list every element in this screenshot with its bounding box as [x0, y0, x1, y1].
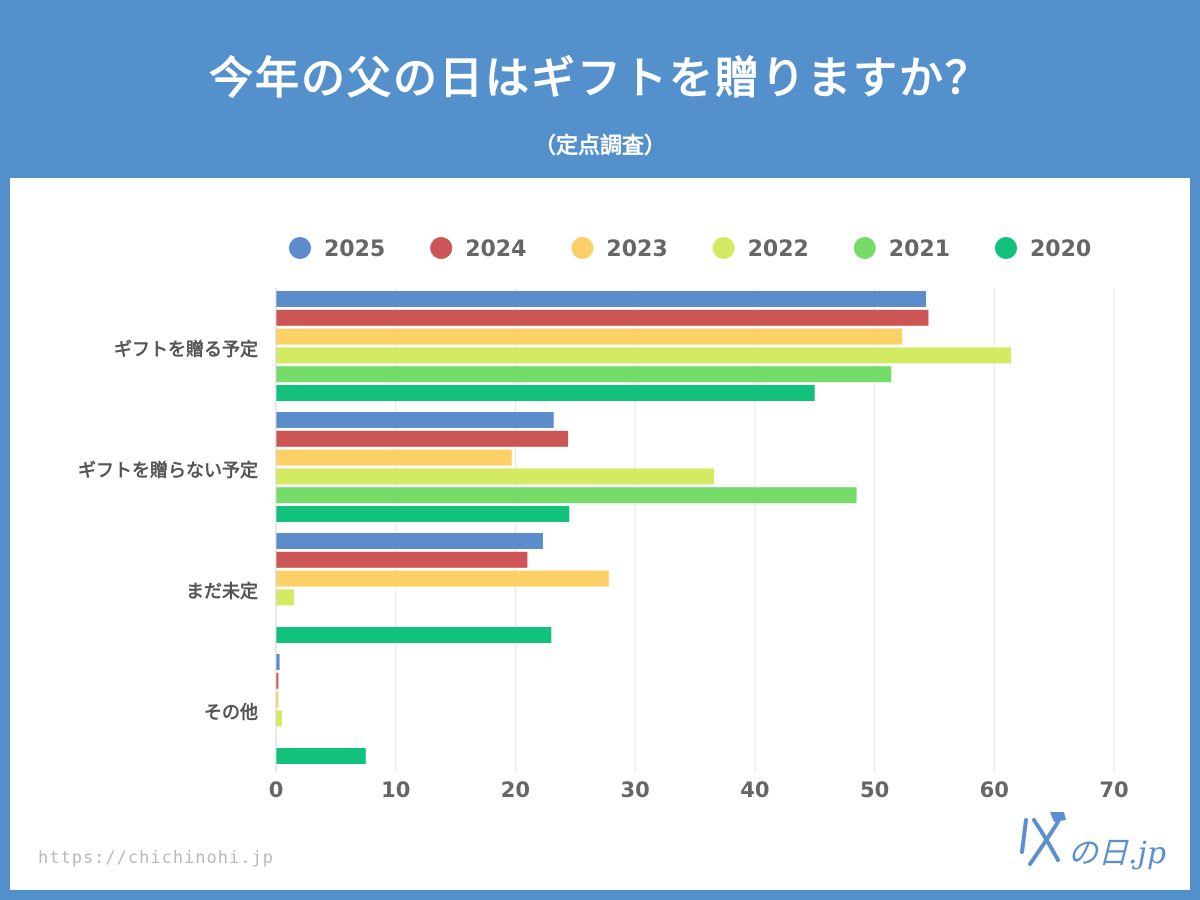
bar [276, 468, 715, 485]
bar [276, 412, 554, 428]
x-tick-label: 30 [621, 778, 650, 802]
x-tick-label: 40 [740, 778, 769, 802]
x-tick-label: 60 [980, 778, 1009, 802]
bar [276, 627, 552, 643]
legend-marker [712, 237, 735, 259]
legend-marker [571, 237, 594, 259]
bar [276, 672, 279, 689]
bar [276, 748, 366, 764]
bar [276, 710, 282, 727]
logo-text: の日.jp [1068, 836, 1167, 871]
category-label: その他 [204, 702, 258, 724]
x-tick-label: 50 [860, 778, 889, 802]
legend-marker [995, 237, 1017, 259]
bar [276, 449, 512, 466]
header: 今年の父の日はギフトを贈りますか？ （定点調査） [0, 0, 1200, 178]
bar [276, 570, 609, 587]
legend-marker [853, 237, 876, 259]
page-title: 今年の父の日はギフトを贈りますか？ [209, 53, 991, 104]
bar [276, 533, 543, 549]
bar [276, 430, 569, 447]
bar [276, 366, 892, 383]
legend-label: 2020 [1030, 237, 1091, 262]
legend-label: 2022 [748, 237, 809, 262]
x-tick-label: 70 [1099, 778, 1128, 802]
legend-label: 2021 [889, 237, 950, 262]
legend-label: 2023 [606, 237, 667, 262]
bar [276, 291, 927, 307]
x-tick-label: 10 [381, 778, 410, 802]
x-tick-label: 20 [501, 778, 530, 802]
legend-label: 2025 [324, 237, 385, 262]
page-subtitle: （定点調査） [533, 134, 666, 159]
bar [276, 487, 857, 504]
chart-panel: ギフトを贈る予定ギフトを贈らない予定まだ未定その他 0 10 20 30 40 50 60 70… [10, 178, 1190, 890]
bar [276, 385, 815, 401]
legend-label: 2024 [465, 237, 526, 262]
bar [276, 506, 570, 522]
bar [276, 589, 294, 606]
site-url: https://chichinohi.jp [38, 848, 274, 868]
bar [276, 347, 1012, 364]
bar [276, 691, 279, 708]
bar [276, 551, 528, 568]
legend-marker [430, 237, 453, 259]
father-day-logo-icon [1020, 812, 1066, 866]
legend-marker [289, 237, 311, 259]
bar [276, 309, 929, 326]
category-label: ギフトを贈らない予定 [78, 460, 258, 482]
category-label: まだ未定 [186, 581, 258, 603]
x-tick-label: 0 [269, 778, 284, 802]
bar [276, 654, 280, 670]
category-label: ギフトを贈る予定 [114, 339, 258, 361]
bar [276, 328, 903, 345]
